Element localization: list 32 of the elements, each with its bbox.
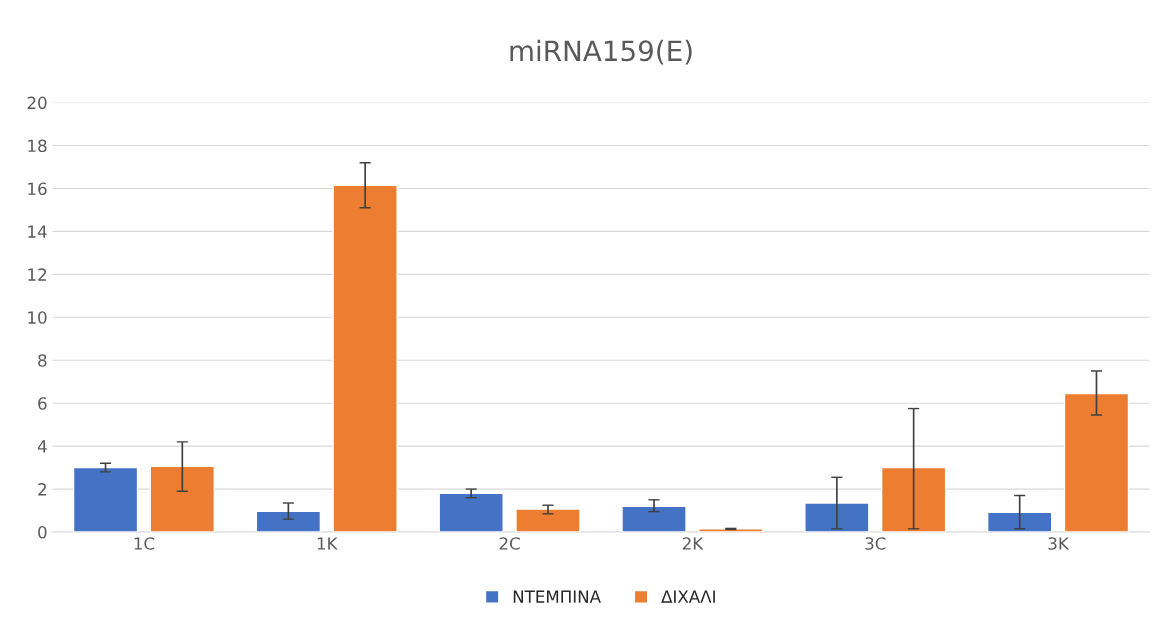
y-tick-label: 2 bbox=[38, 483, 46, 496]
x-tick-label: 3K bbox=[1048, 537, 1070, 550]
bar bbox=[698, 528, 764, 533]
bar bbox=[986, 511, 1053, 533]
y-tick-label: 18 bbox=[28, 139, 47, 153]
bar bbox=[255, 510, 322, 533]
y-tick-label: 10 bbox=[28, 311, 47, 324]
x-tick-label: 1K bbox=[317, 537, 338, 550]
y-tick-label: 12 bbox=[28, 268, 46, 281]
x-tick-label: 2C bbox=[499, 537, 520, 550]
x-tick-label: 3C bbox=[865, 537, 886, 550]
y-tick-label: 4 bbox=[37, 440, 47, 453]
chart-title: miRNA159(E) bbox=[510, 39, 692, 65]
bar bbox=[332, 184, 398, 533]
bar bbox=[149, 465, 216, 533]
legend-label: ΔΙΧΑΛΙ bbox=[661, 590, 715, 603]
bar bbox=[621, 505, 687, 533]
bar bbox=[72, 466, 139, 533]
y-tick-label: 20 bbox=[27, 96, 47, 110]
bar bbox=[880, 466, 947, 533]
y-tick-label: 0 bbox=[38, 525, 47, 539]
y-tick-label: 8 bbox=[38, 354, 47, 367]
legend-label: ΝΤΕΜΠΙΝΑ bbox=[513, 590, 601, 603]
bar bbox=[804, 502, 870, 533]
y-tick-label: 16 bbox=[28, 182, 47, 196]
bar bbox=[515, 508, 581, 533]
bar bbox=[1063, 392, 1130, 533]
x-tick-label: 1C bbox=[134, 537, 155, 550]
bar bbox=[438, 492, 504, 533]
x-tick-label: 2K bbox=[682, 537, 704, 550]
y-tick-label: 14 bbox=[28, 225, 47, 238]
y-tick-label: 6 bbox=[38, 397, 47, 410]
